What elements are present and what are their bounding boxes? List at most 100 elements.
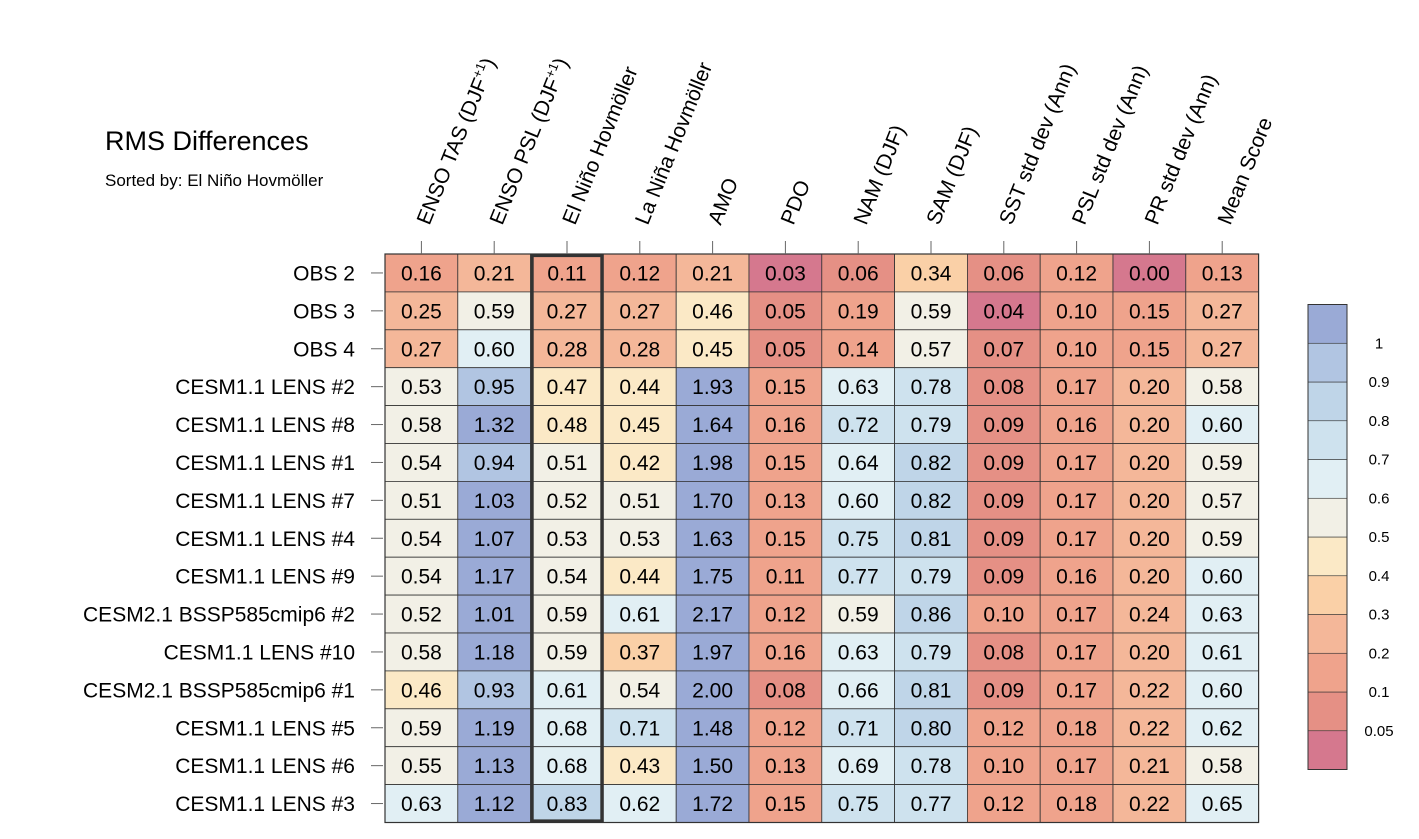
- cell-value: 0.10: [1056, 300, 1097, 323]
- cell-value: 0.53: [619, 528, 660, 551]
- cell-value: 0.58: [401, 641, 442, 664]
- heatmap-cell: [603, 784, 677, 823]
- heatmap-cell: [675, 670, 750, 710]
- column-label: NAM (DJF): [850, 122, 911, 228]
- cell-value: 0.27: [547, 300, 588, 323]
- row-label: OBS 4: [293, 338, 355, 361]
- cell-value: 0.78: [911, 376, 952, 399]
- heatmap-cell: [748, 443, 823, 482]
- heatmap-cell: [675, 367, 750, 407]
- heatmap-cell: [1039, 291, 1114, 331]
- heatmap-cell: [603, 746, 677, 786]
- cell-value: 0.80: [911, 717, 952, 740]
- cell-value: 0.09: [983, 528, 1024, 551]
- heatmap-cell: [603, 670, 677, 710]
- cell-value: 0.60: [474, 338, 515, 361]
- cell-value: 1.32: [474, 414, 515, 437]
- colorbar-label: 0.2: [1369, 645, 1390, 662]
- cell-value: 0.17: [1056, 755, 1097, 778]
- row-label: CESM1.1 LENS #9: [175, 566, 355, 589]
- cell-value: 0.83: [547, 793, 588, 816]
- cell-value: 0.15: [1129, 338, 1170, 361]
- heatmap-cell: [1039, 670, 1114, 710]
- cell-value: 0.64: [838, 452, 879, 475]
- cell-value: 0.82: [911, 452, 952, 475]
- cell-value: 0.12: [765, 717, 806, 740]
- colorbar-segment: [1307, 304, 1348, 344]
- heatmap-cell: [603, 632, 677, 672]
- cell-value: 0.21: [692, 262, 733, 285]
- row-label: CESM1.1 LENS #1: [175, 452, 355, 475]
- cell-value: 0.59: [547, 604, 588, 627]
- heatmap-cell: [967, 594, 1041, 634]
- cell-value: 0.12: [619, 262, 660, 285]
- heatmap-cell: [675, 556, 750, 596]
- cell-value: 0.65: [1202, 793, 1243, 816]
- colorbar-segment: [1307, 575, 1348, 615]
- cell-value: 1.12: [474, 793, 515, 816]
- colorbar-segment: [1307, 691, 1348, 732]
- cell-value: 0.24: [1129, 604, 1170, 627]
- heatmap-cell: [894, 291, 968, 331]
- cell-value: 0.63: [838, 376, 879, 399]
- colorbar-label: 0.5: [1369, 529, 1390, 546]
- colorbar-label: 0.6: [1369, 490, 1390, 507]
- cell-value: 0.58: [1202, 755, 1243, 778]
- heatmap-cell: [1112, 253, 1187, 293]
- heatmap-cell: [894, 518, 968, 558]
- heatmap-cell: [384, 784, 459, 823]
- heatmap-cell: [603, 480, 677, 520]
- cell-value: 0.16: [1056, 414, 1097, 437]
- cell-value: 0.53: [547, 528, 588, 551]
- cell-value: 0.58: [1202, 376, 1243, 399]
- column-label: ENSO TAS (DJF+1): [411, 54, 501, 228]
- cell-value: 0.21: [474, 262, 515, 285]
- cell-value: 0.59: [838, 604, 879, 627]
- row-label: CESM1.1 LENS #7: [175, 490, 355, 513]
- cell-value: 0.79: [911, 414, 952, 437]
- cell-value: 0.03: [765, 262, 806, 285]
- column-label: AMO: [704, 175, 743, 228]
- cell-value: 0.75: [838, 528, 879, 551]
- heatmap-cell: [821, 253, 895, 293]
- cell-value: 0.27: [1202, 338, 1243, 361]
- heatmap-cell: [603, 443, 677, 482]
- cell-value: 0.54: [619, 679, 660, 702]
- cell-value: 0.59: [1202, 452, 1243, 475]
- heatmap-cell: [1112, 367, 1187, 407]
- heatmap-cell: [603, 708, 677, 748]
- heatmap-cell: [530, 443, 604, 482]
- cell-value: 0.54: [401, 452, 442, 475]
- cell-value: 0.78: [911, 755, 952, 778]
- heatmap-cell: [530, 708, 604, 748]
- heatmap-cell: [1185, 480, 1260, 520]
- heatmap-cell: [748, 784, 823, 823]
- row-label: OBS 2: [293, 262, 355, 285]
- cell-value: 0.45: [692, 338, 733, 361]
- heatmap-cell: [748, 670, 823, 710]
- cell-value: 2.17: [692, 604, 733, 627]
- cell-value: 0.54: [401, 566, 442, 589]
- heatmap-cell: [457, 556, 531, 596]
- cell-value: 0.94: [474, 452, 515, 475]
- column-label: PR std dev (Ann): [1141, 71, 1222, 228]
- column-label: PDO: [777, 177, 815, 228]
- heatmap-cell: [675, 480, 750, 520]
- heatmap-cell: [748, 746, 823, 786]
- cell-value: 0.13: [765, 490, 806, 513]
- sorted-column-highlight: [530, 253, 604, 823]
- cell-value: 0.37: [619, 641, 660, 664]
- cell-value: 0.66: [838, 679, 879, 702]
- heatmap-cell: [748, 329, 823, 369]
- cell-value: 0.69: [838, 755, 879, 778]
- colorbar-label: 0.3: [1369, 607, 1390, 624]
- heatmap-cell: [821, 443, 895, 482]
- cell-value: 0.10: [983, 604, 1024, 627]
- cell-value: 1.97: [692, 641, 733, 664]
- cell-value: 1.07: [474, 528, 515, 551]
- heatmap-cell: [1185, 746, 1260, 786]
- heatmap-cell: [675, 518, 750, 558]
- colorbar-segment: [1307, 614, 1348, 654]
- heatmap-cell: [384, 405, 459, 444]
